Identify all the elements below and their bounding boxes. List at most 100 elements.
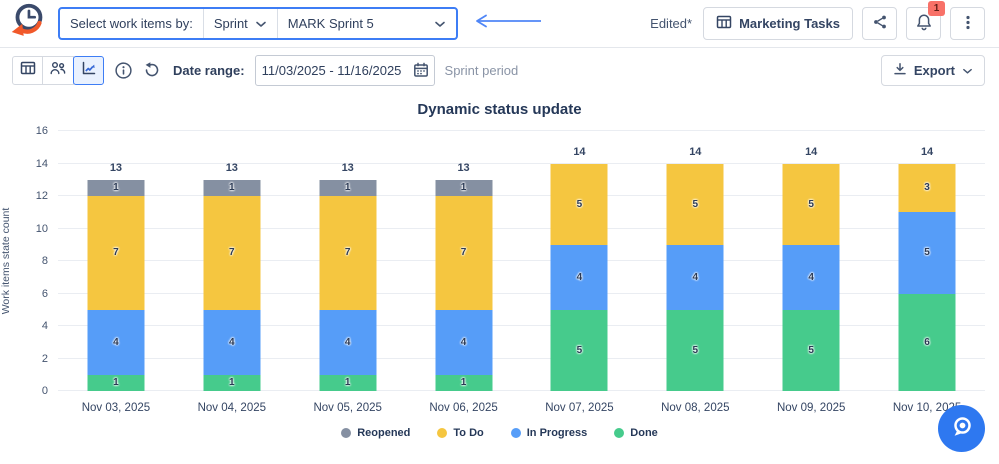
bar-segment-done[interactable]: 1 bbox=[435, 374, 493, 391]
notifications-button[interactable]: 1 bbox=[906, 1, 945, 40]
bar-stack: 6 5 3 bbox=[898, 163, 956, 391]
bar-segment-value: 4 bbox=[344, 336, 351, 348]
line-chart-icon bbox=[81, 60, 97, 81]
bar-segment-reopened[interactable]: 1 bbox=[203, 179, 261, 196]
bar-segment-to-do[interactable]: 5 bbox=[782, 163, 840, 245]
bar-stack: 1 4 7 1 bbox=[319, 179, 377, 391]
top-right-actions: Edited* Marketing Tasks bbox=[650, 1, 985, 40]
bar-segment-done[interactable]: 1 bbox=[203, 374, 261, 391]
bar-segment-value: 1 bbox=[113, 182, 119, 194]
bar-segment-to-do[interactable]: 7 bbox=[87, 196, 145, 310]
plot-area: 0 2 4 6 8 10 12 14 16 1 4 7 1 13 Nov 03, 2025 1 4 7 1 13 Nov… bbox=[36, 125, 985, 415]
board-button[interactable]: Marketing Tasks bbox=[703, 7, 853, 40]
bar-stack: 1 4 7 1 bbox=[435, 179, 493, 391]
y-tick-label: 16 bbox=[35, 125, 48, 137]
legend-label: To Do bbox=[453, 427, 484, 439]
bar-segment-value: 1 bbox=[460, 182, 467, 194]
chevron-down-icon bbox=[255, 16, 267, 31]
legend-item-in-progress[interactable]: In Progress bbox=[510, 427, 587, 439]
bar-group: 5 4 5 14 Nov 09, 2025 bbox=[753, 131, 869, 415]
bar-segment-in-progress[interactable]: 4 bbox=[550, 244, 608, 310]
y-tick-label: 2 bbox=[41, 352, 48, 365]
bar-segment-in-progress[interactable]: 4 bbox=[87, 309, 145, 375]
gridline bbox=[58, 195, 985, 196]
bar-segment-done[interactable]: 5 bbox=[666, 309, 724, 391]
bar-segment-value: 5 bbox=[692, 198, 699, 210]
divider bbox=[276, 9, 278, 38]
bar-stack: 5 4 5 bbox=[782, 163, 840, 391]
bar-total-label: 13 bbox=[225, 161, 238, 174]
assistant-fab-button[interactable] bbox=[938, 405, 985, 452]
bar-segment-done[interactable]: 5 bbox=[782, 309, 840, 391]
selector-mode-value: Sprint bbox=[213, 16, 248, 31]
more-menu-button[interactable] bbox=[950, 7, 985, 40]
edited-status: Edited* bbox=[650, 16, 693, 31]
bar-segment-value: 5 bbox=[692, 344, 699, 356]
bar-segment-reopened[interactable]: 1 bbox=[319, 179, 377, 196]
bar-segment-in-progress[interactable]: 4 bbox=[666, 244, 724, 310]
bar-segment-value: 5 bbox=[808, 198, 814, 210]
bar-segment-to-do[interactable]: 5 bbox=[550, 163, 608, 245]
legend-item-to-do[interactable]: To Do bbox=[437, 427, 484, 439]
board-button-label: Marketing Tasks bbox=[739, 16, 840, 31]
chart-view-button[interactable] bbox=[73, 55, 104, 85]
bar-stack: 1 4 7 1 bbox=[87, 179, 145, 391]
app-clock-logo bbox=[6, 0, 50, 50]
chart-toolbar: Date range: Sprint period Export bbox=[0, 48, 999, 92]
bar-segment-value: 4 bbox=[576, 271, 583, 283]
legend-label: Reopened bbox=[357, 427, 411, 439]
bar-segment-in-progress[interactable]: 4 bbox=[319, 309, 377, 375]
selector-mode-dropdown[interactable]: Sprint bbox=[204, 9, 277, 38]
bar-segment-value: 1 bbox=[229, 182, 235, 194]
export-button[interactable]: Export bbox=[880, 54, 985, 86]
x-axis-label: Nov 06, 2025 bbox=[429, 402, 498, 414]
bar-segment-to-do[interactable]: 7 bbox=[203, 196, 261, 310]
bar-segment-in-progress[interactable]: 5 bbox=[898, 212, 956, 294]
notification-badge: 1 bbox=[928, 1, 945, 16]
bar-segment-reopened[interactable]: 1 bbox=[87, 179, 145, 196]
legend-item-reopened[interactable]: Reopened bbox=[341, 427, 410, 439]
legend-item-done[interactable]: Done bbox=[614, 427, 658, 439]
bar-segment-to-do[interactable]: 3 bbox=[898, 163, 956, 213]
date-range-input[interactable] bbox=[254, 54, 435, 86]
bar-segment-value: 1 bbox=[460, 377, 467, 389]
bar-group: 5 4 5 14 Nov 08, 2025 bbox=[637, 131, 753, 415]
x-axis-label: Nov 07, 2025 bbox=[545, 402, 614, 414]
bar-segment-to-do[interactable]: 7 bbox=[435, 196, 493, 310]
bar-segment-reopened[interactable]: 1 bbox=[435, 179, 493, 196]
bar-segment-done[interactable]: 6 bbox=[898, 293, 956, 391]
chevron-down-icon bbox=[962, 63, 973, 78]
chart-legend: Reopened To Do In Progress Done bbox=[0, 427, 999, 439]
sprint-dropdown[interactable]: MARK Sprint 5 bbox=[278, 9, 456, 38]
bar-group: 6 5 3 14 Nov 10, 2025 bbox=[869, 131, 985, 415]
bar-segment-in-progress[interactable]: 4 bbox=[203, 309, 261, 375]
kebab-icon bbox=[960, 14, 976, 34]
export-button-label: Export bbox=[913, 62, 955, 78]
board-icon bbox=[716, 14, 732, 33]
refresh-icon[interactable] bbox=[143, 61, 161, 79]
x-axis-label: Nov 08, 2025 bbox=[661, 402, 730, 414]
bar-segment-to-do[interactable]: 5 bbox=[666, 163, 724, 245]
share-button[interactable] bbox=[862, 7, 897, 40]
bar-segment-value: 5 bbox=[576, 344, 583, 356]
people-view-button[interactable] bbox=[43, 55, 74, 85]
bar-total-label: 14 bbox=[920, 145, 934, 158]
bar-segment-value: 7 bbox=[344, 247, 351, 259]
assistant-lens-icon bbox=[949, 414, 975, 443]
y-tick-label: 12 bbox=[35, 190, 48, 202]
calendar-icon[interactable] bbox=[413, 62, 429, 83]
bar-segment-to-do[interactable]: 7 bbox=[319, 196, 377, 310]
gridline bbox=[58, 325, 985, 326]
bar-group: 1 4 7 1 13 Nov 04, 2025 bbox=[174, 131, 290, 414]
bar-segment-done[interactable]: 1 bbox=[87, 374, 145, 391]
bar-total-label: 14 bbox=[805, 145, 818, 158]
share-icon bbox=[872, 14, 888, 33]
bar-segment-done[interactable]: 1 bbox=[319, 374, 377, 391]
bar-segment-value: 1 bbox=[113, 377, 119, 389]
bar-segment-done[interactable]: 5 bbox=[550, 309, 608, 391]
table-view-button[interactable] bbox=[12, 55, 43, 85]
bar-segment-in-progress[interactable]: 4 bbox=[782, 244, 840, 310]
table-icon bbox=[20, 60, 36, 81]
bar-segment-in-progress[interactable]: 4 bbox=[435, 309, 493, 375]
info-icon[interactable] bbox=[114, 61, 133, 80]
